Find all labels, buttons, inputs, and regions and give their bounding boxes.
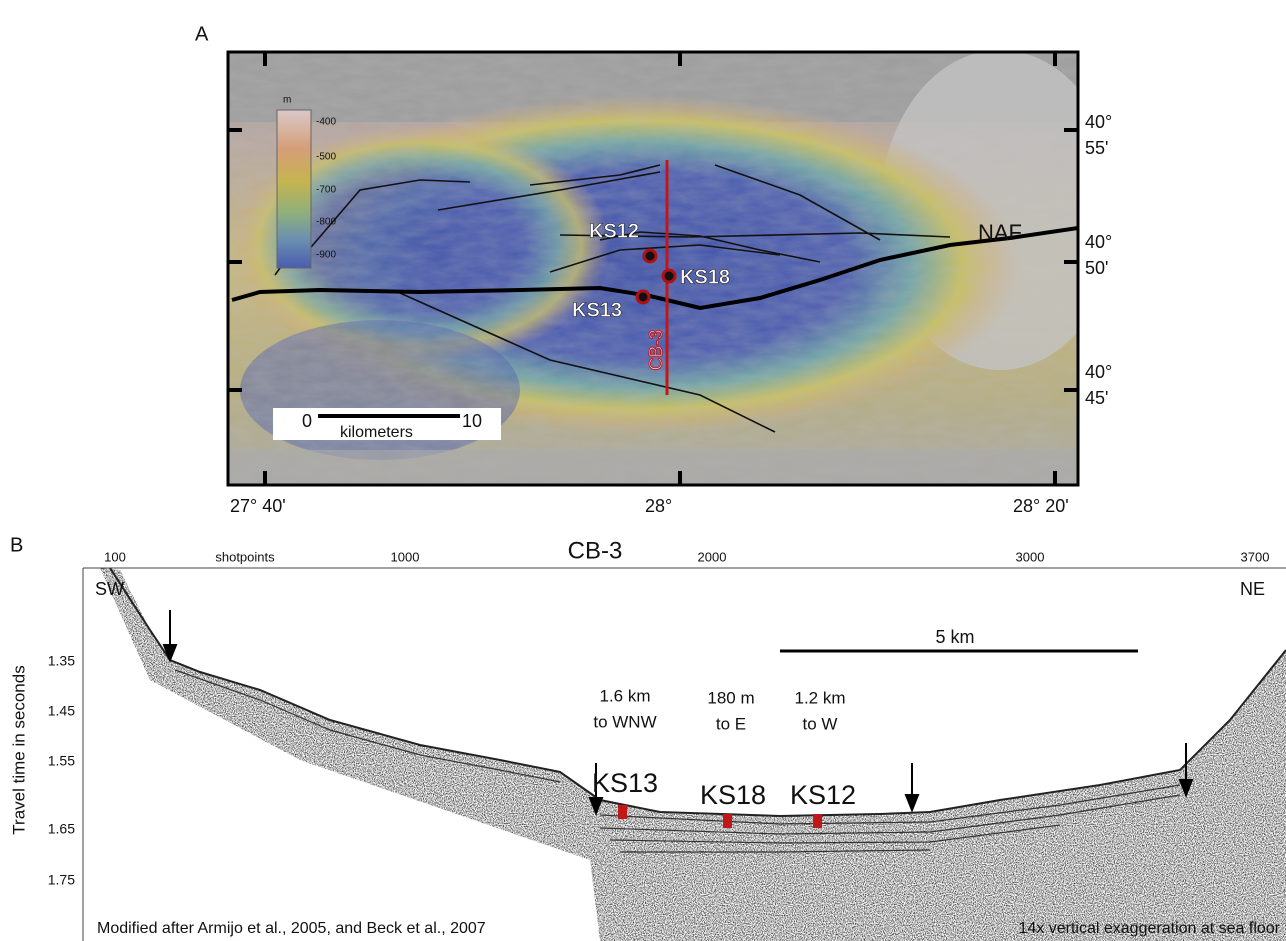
core-marker	[813, 814, 822, 828]
page: {"panel_a":{"label":"A", "legend":{"unit…	[0, 0, 1286, 941]
lat-degrees: 40°	[1085, 362, 1112, 382]
arrows	[164, 610, 1192, 813]
y-tick-label: 1.55	[48, 753, 75, 769]
seismic-profile	[100, 568, 1286, 941]
site-marker	[637, 291, 649, 303]
offset-distance: 1.6 km	[599, 686, 650, 705]
shotpoint-tick: 1000	[391, 549, 420, 564]
profile-title: CB-3	[568, 537, 623, 564]
scale-start: 0	[302, 411, 312, 431]
shotpoint-tick: 2000	[698, 549, 727, 564]
y-tick-label: 1.35	[48, 653, 75, 669]
shotpoint-tick: 3000	[1016, 549, 1045, 564]
y-tick-label: 1.45	[48, 703, 75, 719]
panel-label: B	[10, 534, 23, 556]
exaggeration-note: 14x vertical exaggeration at sea floor	[1019, 920, 1281, 937]
depth-legend	[277, 110, 311, 268]
legend-tick: -800	[316, 217, 336, 228]
source-note: Modified after Armijo et al., 2005, and …	[97, 920, 486, 937]
lat-minutes: 50'	[1085, 258, 1108, 278]
site-label: KS13	[592, 768, 658, 798]
core-marker	[618, 805, 627, 819]
end-label: SW	[95, 579, 124, 599]
fault-label: NAF	[978, 220, 1022, 245]
lon-label: 28°	[645, 496, 672, 516]
panel-label: A	[195, 23, 209, 45]
lon-label: 27° 40'	[230, 496, 286, 516]
offset-direction: to W	[803, 714, 838, 733]
y-tick-label: 1.75	[48, 872, 75, 888]
offset-direction: to WNW	[593, 712, 656, 731]
site-label: KS13	[572, 299, 622, 321]
lat-degrees: 40°	[1085, 112, 1112, 132]
legend-unit: m	[283, 95, 291, 106]
scale-label: 5 km	[935, 627, 974, 647]
offset-direction: to E	[716, 714, 746, 733]
offset-distance: 180 m	[707, 688, 754, 707]
core-marker	[723, 814, 732, 828]
y-tick-label: 1.65	[48, 821, 75, 837]
end-label: NE	[1240, 579, 1265, 599]
site-label: KS18	[680, 266, 730, 288]
legend-tick: -500	[316, 152, 336, 163]
legend-tick: -400	[316, 117, 336, 128]
y-axis-label: Travel time in seconds	[9, 665, 28, 834]
site-label: KS12	[589, 220, 639, 242]
lat-minutes: 45'	[1085, 388, 1108, 408]
lon-label: 28° 20'	[1013, 496, 1069, 516]
lat-minutes: 55'	[1085, 138, 1108, 158]
scale-unit: kilometers	[340, 424, 413, 441]
profile-label: CB-3	[646, 329, 666, 370]
legend-tick: -700	[316, 185, 336, 196]
figure: A m -400 -500 -700 -800 -900 0 10 kilome…	[0, 0, 1286, 941]
shotpoint-tick: 100	[104, 549, 126, 564]
site-label: KS12	[790, 780, 856, 810]
offset-distance: 1.2 km	[794, 688, 845, 707]
site-marker	[644, 250, 656, 262]
shotpoint-tick: 3700	[1241, 549, 1270, 564]
legend-tick: -900	[316, 250, 336, 261]
shotpoints-label: shotpoints	[215, 549, 275, 564]
site-marker	[663, 270, 675, 282]
scale-end: 10	[462, 411, 482, 431]
site-label: KS18	[700, 780, 766, 810]
lat-degrees: 40°	[1085, 232, 1112, 252]
